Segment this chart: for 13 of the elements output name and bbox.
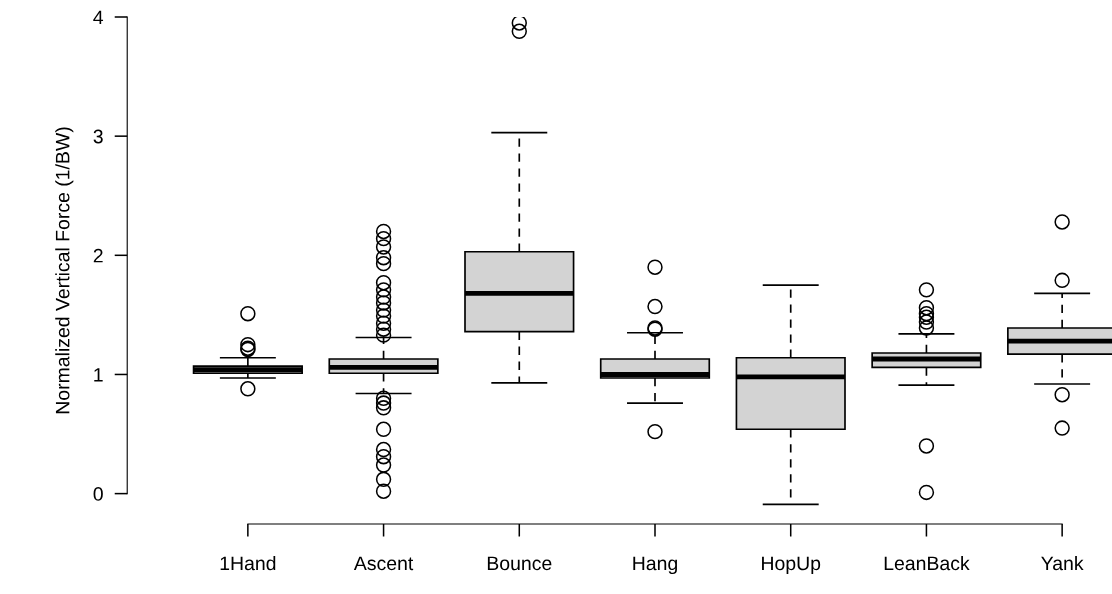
x-tick-label: HopUp — [762, 556, 821, 575]
y-tick-label: 2 — [93, 248, 103, 263]
x-tick-label: 1Hand — [220, 555, 276, 571]
y-tick-label: 4 — [93, 10, 104, 25]
y-tick-label: 0 — [93, 487, 103, 501]
y-tick-label: 1 — [94, 368, 103, 382]
x-tick-label: Hang — [633, 556, 677, 575]
x-tick-label: LeanBack — [884, 555, 970, 571]
x-tick-label: Yank — [1041, 555, 1084, 571]
x-tick-label: Bounce — [487, 556, 552, 571]
y-tick-label: 3 — [93, 129, 103, 144]
y-axis-title: Normalized Vertical Force (1/BW) — [55, 127, 74, 414]
x-tick-label: Ascent — [353, 556, 414, 571]
